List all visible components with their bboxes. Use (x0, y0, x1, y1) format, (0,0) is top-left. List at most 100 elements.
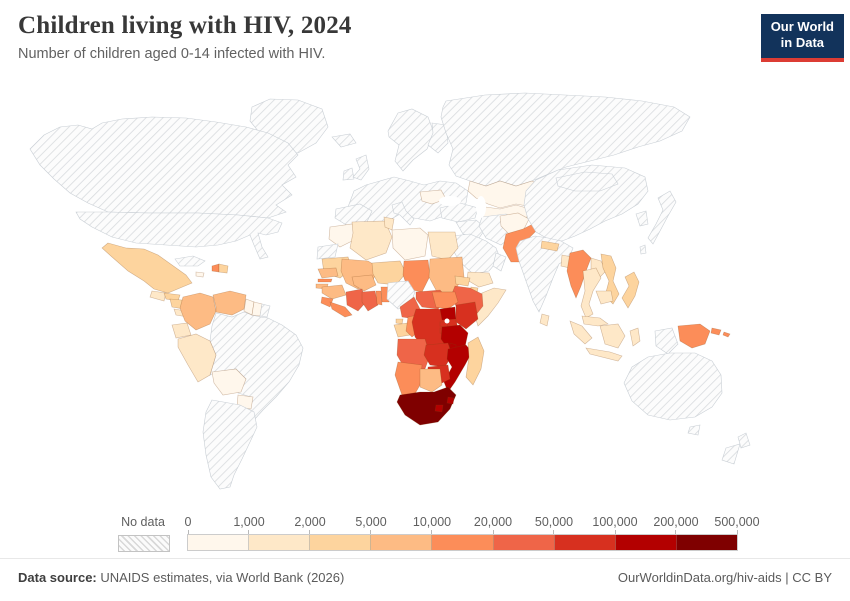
country-yemen[interactable] (466, 271, 494, 288)
country-madagascar[interactable] (465, 336, 485, 386)
country-cambodia[interactable] (595, 290, 614, 305)
country-indonesia-sumatra[interactable] (569, 320, 593, 345)
country-ireland[interactable] (342, 167, 355, 181)
country-egypt[interactable] (427, 231, 459, 261)
country-new-zealand-south[interactable] (721, 443, 741, 465)
legend-color-segment[interactable] (249, 535, 311, 550)
country-indonesia-java[interactable] (585, 347, 623, 362)
legend-color-segment[interactable] (615, 535, 677, 550)
country-india[interactable] (515, 235, 574, 313)
legend-tickmarks (187, 530, 738, 535)
legend-no-data-swatch[interactable] (118, 535, 170, 552)
country-italy[interactable] (391, 201, 415, 226)
lake-victoria (444, 318, 450, 324)
country-philippines[interactable] (621, 271, 640, 309)
country-tasmania[interactable] (687, 424, 701, 436)
black-sea (439, 196, 461, 206)
country-nepal[interactable] (540, 240, 560, 252)
legend-color-segment[interactable] (432, 535, 494, 550)
country-southern-cone[interactable] (202, 399, 258, 490)
country-oman[interactable] (492, 252, 507, 272)
country-south-africa[interactable] (396, 386, 457, 426)
country-liberia[interactable] (329, 301, 353, 318)
country-cote-divoire[interactable] (345, 288, 367, 312)
country-dominican-republic[interactable] (218, 263, 229, 274)
legend-tick-mark (736, 530, 738, 535)
country-new-zealand-north[interactable] (737, 432, 751, 449)
legend-ticks: 0 1,000 2,000 5,000 10,000 20,000 50,000 100,00… (185, 515, 760, 531)
legend-tick-label: 10,000 (412, 515, 452, 529)
legend-tick-mark (675, 530, 677, 535)
country-south-sudan[interactable] (431, 291, 459, 310)
country-venezuela[interactable] (212, 290, 247, 316)
country-western-sahara[interactable] (316, 243, 339, 260)
country-png-island-1[interactable] (710, 327, 722, 336)
country-gambia[interactable] (317, 278, 333, 283)
country-vietnam[interactable] (600, 253, 620, 305)
country-uganda[interactable] (439, 306, 457, 321)
page-title: Children living with HIV, 2024 (18, 12, 352, 39)
legend-color-segment[interactable] (676, 535, 737, 550)
country-somalia[interactable] (474, 287, 507, 327)
country-bolivia[interactable] (211, 368, 247, 396)
country-botswana[interactable] (419, 368, 443, 393)
country-korea[interactable] (635, 210, 649, 227)
legend-color-segment[interactable] (188, 535, 250, 550)
country-russia[interactable] (440, 92, 691, 187)
country-equatorial-guinea[interactable] (395, 318, 404, 325)
country-thailand[interactable] (580, 267, 602, 319)
legend-tick-label: 2,000 (294, 515, 326, 529)
country-syria-iraq[interactable] (455, 219, 487, 239)
country-sierra-leone[interactable] (320, 296, 334, 308)
country-haiti[interactable] (211, 263, 220, 273)
country-senegal[interactable] (317, 267, 339, 279)
legend-color-segment[interactable] (493, 535, 555, 550)
country-togo[interactable] (375, 290, 383, 306)
legend-tick-label: 200,000 (653, 515, 699, 529)
credit-link[interactable]: OurWorldinData.org/hiv-aids | CC BY (617, 570, 832, 585)
chart-header: Children living with HIV, 2024 Number of… (18, 12, 352, 62)
country-libya[interactable] (391, 227, 429, 261)
country-myanmar[interactable] (566, 249, 592, 299)
country-png-island-2[interactable] (722, 331, 731, 338)
country-ghana[interactable] (361, 290, 379, 312)
data-source[interactable]: Data source: UNAIDS estimates, via World… (18, 570, 344, 585)
country-scandinavia[interactable] (387, 108, 435, 172)
country-mexico[interactable] (101, 242, 193, 294)
country-mongolia[interactable] (555, 171, 619, 192)
legend-color-segment[interactable] (371, 535, 433, 550)
legend-tick-mark (553, 530, 555, 535)
country-japan[interactable] (647, 190, 677, 245)
country-australia[interactable] (623, 352, 723, 421)
country-taiwan[interactable] (639, 244, 647, 255)
legend-color-bar (187, 534, 738, 551)
country-usa[interactable] (75, 211, 283, 260)
country-colombia[interactable] (179, 292, 217, 331)
country-malaysia[interactable] (581, 315, 609, 327)
country-cuba[interactable] (174, 255, 206, 267)
country-peru[interactable] (177, 333, 217, 383)
country-indonesia-borneo[interactable] (599, 323, 626, 349)
country-canada[interactable] (29, 116, 299, 219)
country-jamaica[interactable] (195, 271, 205, 278)
country-ecuador[interactable] (171, 322, 192, 339)
legend-color-segment[interactable] (554, 535, 616, 550)
country-uk[interactable] (352, 154, 370, 181)
legend-tick-label: 50,000 (534, 515, 574, 529)
country-papua-new-guinea[interactable] (677, 323, 711, 349)
legend-color-segment[interactable] (310, 535, 372, 550)
country-kenya[interactable] (455, 301, 479, 330)
country-sri-lanka[interactable] (539, 313, 550, 327)
country-eswatini[interactable] (446, 396, 455, 405)
country-lesotho[interactable] (434, 404, 444, 413)
country-guatemala[interactable] (149, 290, 167, 302)
country-iceland[interactable] (331, 133, 357, 148)
country-burkina-faso[interactable] (351, 274, 377, 292)
country-guinea[interactable] (321, 284, 347, 300)
country-indonesian-papua[interactable] (654, 327, 679, 355)
country-indonesia-sulawesi[interactable] (629, 327, 641, 347)
owid-logo[interactable]: Our World in Data (760, 14, 844, 62)
country-eritrea[interactable] (454, 275, 471, 287)
country-niger[interactable] (371, 260, 407, 286)
country-french-guiana[interactable] (259, 303, 271, 318)
